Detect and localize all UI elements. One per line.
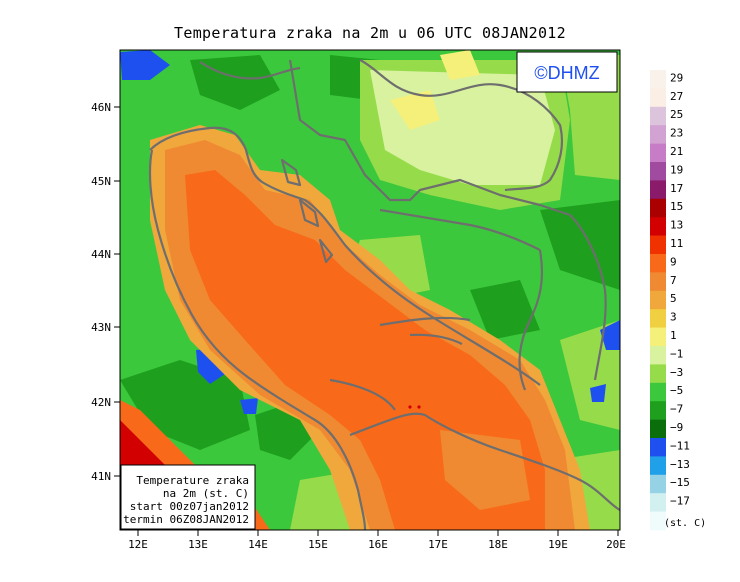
watermark: ©DHMZ	[534, 63, 599, 83]
lat-label: 43N	[91, 321, 111, 334]
legend-label: 15	[670, 200, 683, 213]
color-legend: 29 27 25 23 21 19 17 15 13 11 9 7 5 3 1 −1 −3 −5 −7 −9 −11 −1…	[650, 70, 690, 531]
info-line-3: start 00z07jan2012	[130, 500, 249, 513]
lat-label: 42N	[91, 396, 111, 409]
legend-label: −11	[670, 439, 690, 452]
legend-label: −13	[670, 458, 690, 471]
legend-label: 27	[670, 90, 683, 103]
legend-label: 3	[670, 311, 677, 324]
legend-swatch	[650, 162, 666, 181]
map-field	[120, 50, 620, 530]
legend-label: 19	[670, 163, 683, 176]
legend-label: −15	[670, 476, 690, 489]
legend-label: 23	[670, 127, 683, 140]
legend-swatch	[650, 290, 666, 310]
legend-swatch	[650, 125, 666, 144]
legend-label: 5	[670, 292, 677, 305]
legend-swatch	[650, 364, 666, 384]
legend-swatch	[650, 327, 666, 347]
legend-label: 17	[670, 182, 683, 195]
lon-label: 14E	[248, 538, 268, 551]
legend-label: 25	[670, 108, 683, 121]
lat-axis: 46N 45N 44N 43N 42N 41N	[91, 101, 120, 483]
legend-swatch	[650, 401, 666, 420]
legend-swatch	[650, 254, 666, 273]
legend-swatch	[650, 217, 666, 236]
legend-swatch	[650, 346, 666, 365]
legend-swatch	[650, 438, 666, 457]
legend-swatch	[650, 272, 666, 292]
lon-label: 20E	[606, 538, 626, 551]
legend-swatch	[650, 235, 666, 255]
legend-swatch	[650, 309, 666, 328]
lat-label: 41N	[91, 470, 111, 483]
map-title: Temperatura zraka na 2m u 06 UTC 08JAN20…	[174, 24, 566, 42]
map-frame	[119, 49, 621, 531]
legend-label: −3	[670, 366, 683, 379]
lon-label: 19E	[548, 538, 568, 551]
legend-swatch	[650, 419, 666, 439]
legend-label: −17	[670, 495, 690, 508]
legend-swatch	[650, 143, 666, 163]
watermark-box	[516, 51, 618, 93]
lon-label: 13E	[188, 538, 208, 551]
legend-swatch	[650, 511, 666, 531]
lon-label: 15E	[308, 538, 328, 551]
legend-label: 1	[670, 329, 677, 342]
lon-axis: 12E 13E 14E 15E 16E 17E 18E 19E 20E	[128, 530, 626, 551]
legend-swatch	[650, 382, 666, 402]
coastline-borders	[148, 59, 620, 530]
lon-label: 12E	[128, 538, 148, 551]
lon-label: 18E	[488, 538, 508, 551]
legend-label: −7	[670, 403, 683, 416]
info-line-1: Temperature zraka	[136, 474, 249, 487]
legend-swatch	[650, 474, 666, 494]
legend-swatch	[650, 180, 666, 200]
info-line-4: termin 06Z08JAN2012	[123, 513, 249, 526]
legend-label: −1	[670, 347, 683, 360]
lat-label: 46N	[91, 101, 111, 114]
legend-label: 9	[670, 255, 677, 268]
legend-label: 7	[670, 274, 677, 287]
legend-swatch	[650, 198, 666, 218]
lon-label: 17E	[428, 538, 448, 551]
legend-swatch	[650, 456, 666, 476]
legend-label: 13	[670, 219, 683, 232]
legend-units: (st. C)	[664, 518, 707, 529]
legend-label: 21	[670, 145, 683, 158]
lon-label: 16E	[368, 538, 388, 551]
legend-label: −5	[670, 384, 683, 397]
legend-swatch	[650, 493, 666, 512]
info-box	[120, 464, 256, 530]
legend-label: 11	[670, 237, 683, 250]
legend-swatch	[650, 106, 666, 126]
legend-label: −9	[670, 421, 683, 434]
legend-label: 29	[670, 71, 683, 84]
cold-spot	[120, 50, 170, 80]
legend-swatch	[650, 70, 666, 89]
lat-label: 44N	[91, 248, 111, 261]
legend-swatch	[650, 88, 666, 108]
info-line-2: na 2m (st. C)	[163, 487, 249, 500]
lat-label: 45N	[91, 175, 111, 188]
